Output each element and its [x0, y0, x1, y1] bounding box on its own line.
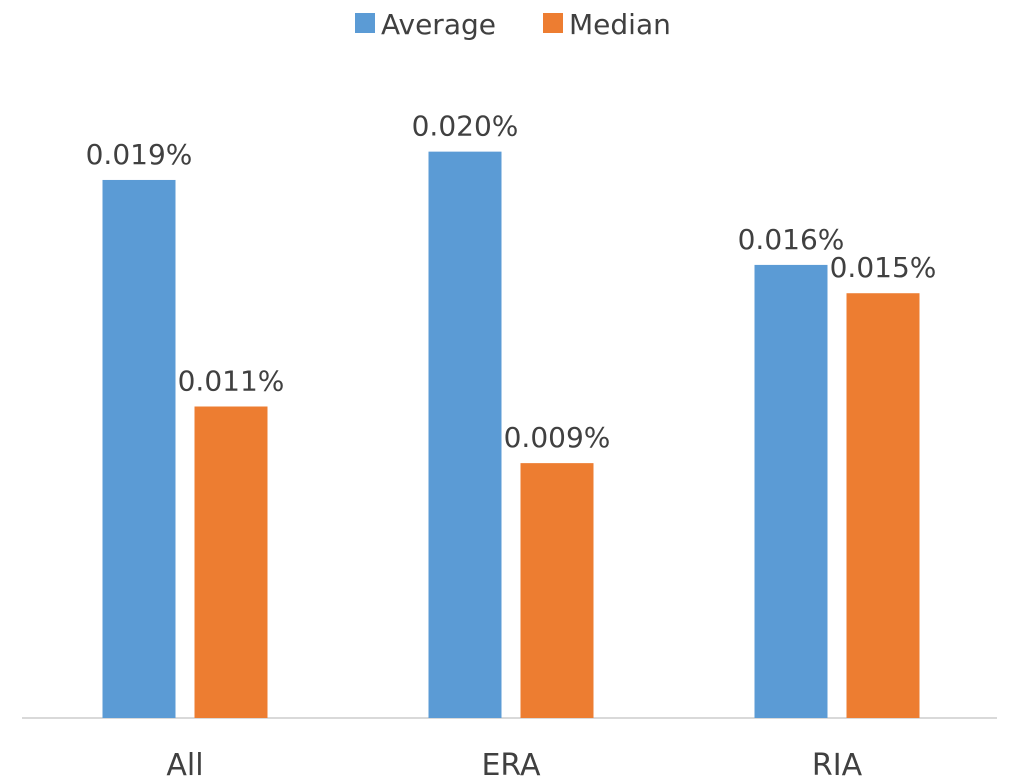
legend-label-average: Average: [381, 8, 496, 41]
category-label-all: All: [166, 748, 203, 783]
bars-layer: [102, 151, 920, 719]
legend-swatch-average: [355, 13, 375, 33]
bar-average-ria: [754, 264, 828, 718]
bar-median-ria: [846, 293, 920, 718]
data-label-median-all: 0.011%: [178, 365, 285, 398]
bar-median-all: [194, 406, 268, 718]
data-label-median-era: 0.009%: [504, 421, 611, 454]
legend-swatch-median: [543, 13, 563, 33]
data-label-average-all: 0.019%: [86, 138, 193, 171]
data-labels-layer: 0.019% 0.011% 0.020% 0.009% 0.016%0.015%: [86, 110, 937, 454]
category-label-era: ERA: [481, 748, 541, 783]
category-label-ria: RIA: [812, 748, 863, 783]
data-label-average-ria: 0.016%: [738, 223, 845, 256]
data-label-average-era: 0.020%: [412, 110, 519, 143]
bar-average-era: [428, 151, 502, 719]
bar-average-all: [102, 179, 176, 719]
category-labels-layer: All ERA RIA: [166, 748, 862, 783]
legend: Average Median: [355, 8, 671, 41]
bar-median-era: [520, 463, 594, 718]
legend-label-median: Median: [569, 8, 671, 41]
data-label-median-ria: 0.015%: [830, 251, 937, 284]
